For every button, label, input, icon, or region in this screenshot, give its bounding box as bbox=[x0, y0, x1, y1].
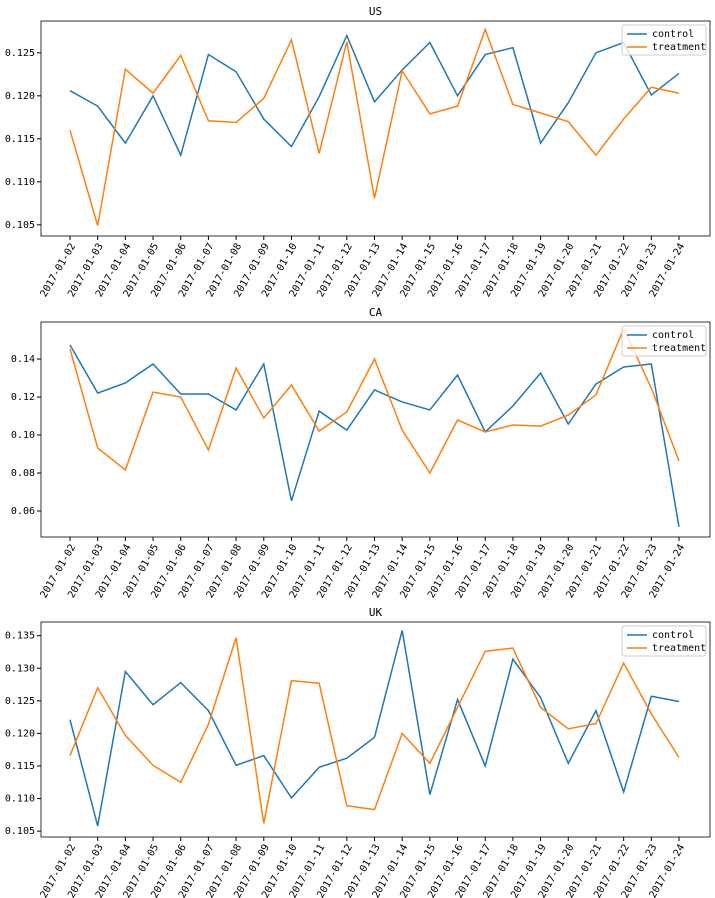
y-tick-label: 0.115 bbox=[5, 134, 35, 145]
y-tick-label: 0.08 bbox=[11, 468, 35, 479]
legend-label: treatment bbox=[652, 343, 706, 354]
y-tick-label: 0.135 bbox=[5, 631, 35, 642]
series-line bbox=[69, 630, 680, 827]
y-tick-label: 0.125 bbox=[5, 696, 35, 707]
y-tick-label: 0.130 bbox=[5, 663, 35, 674]
series-line bbox=[69, 27, 680, 226]
chart-title: UK bbox=[369, 606, 383, 619]
plot-frame bbox=[40, 621, 711, 838]
chart-title: CA bbox=[369, 306, 383, 319]
y-tick-label: 0.125 bbox=[5, 48, 35, 59]
series-line bbox=[69, 344, 680, 528]
plot-frame bbox=[40, 321, 711, 538]
y-tick-label: 0.105 bbox=[5, 220, 35, 231]
y-tick-label: 0.14 bbox=[11, 354, 35, 365]
y-tick-label: 0.105 bbox=[5, 826, 35, 837]
y-tick-label: 0.120 bbox=[5, 91, 35, 102]
chart-title: US bbox=[369, 5, 382, 18]
y-tick-label: 0.06 bbox=[11, 506, 35, 517]
y-tick-label: 0.120 bbox=[5, 728, 35, 739]
series-line bbox=[69, 637, 680, 824]
plot-frame bbox=[40, 20, 711, 237]
y-tick-label: 0.12 bbox=[11, 392, 35, 403]
series-line bbox=[69, 327, 680, 475]
y-tick-label: 0.115 bbox=[5, 761, 35, 772]
y-tick-label: 0.110 bbox=[5, 177, 35, 188]
legend-label: treatment bbox=[652, 42, 706, 53]
y-tick-label: 0.110 bbox=[5, 794, 35, 805]
legend-label: control bbox=[652, 330, 694, 341]
y-tick-label: 0.10 bbox=[11, 430, 35, 441]
legend-label: treatment bbox=[652, 643, 706, 654]
legend-label: control bbox=[652, 630, 694, 641]
series-line bbox=[69, 33, 680, 158]
legend-label: control bbox=[652, 29, 694, 40]
